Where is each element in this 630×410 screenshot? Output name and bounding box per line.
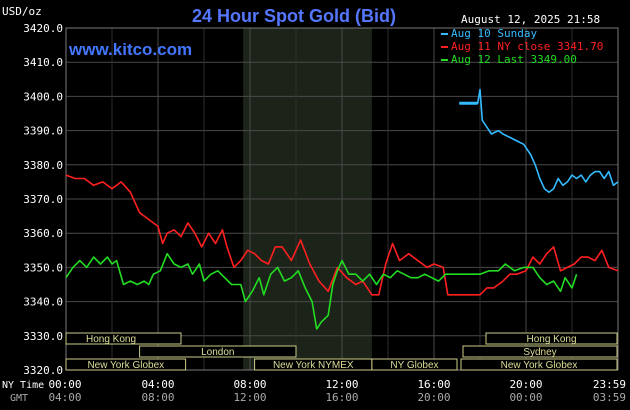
x-tick-label-gmt: 08:00 (141, 391, 174, 404)
session-label: London (201, 347, 234, 358)
x-tick-label-ny: 16:00 (417, 378, 450, 391)
session-label: Sydney (523, 347, 556, 358)
chart-title: 24 Hour Spot Gold (Bid) (192, 6, 396, 26)
series-lines (65, 88, 619, 330)
series-line-0 (459, 88, 619, 193)
session-label: Hong Kong (526, 334, 576, 345)
session-bar (65, 358, 187, 371)
legend-entry: Aug 12 Last 3349.00 (451, 53, 577, 66)
x-tick-labels: 00:0004:0004:0008:0008:0012:0012:0016:00… (48, 378, 626, 404)
series-line-2 (65, 252, 578, 330)
chart-timestamp: August 12, 2025 21:58 (461, 13, 600, 26)
site-watermark: www.kitco.com (68, 40, 192, 59)
y-tick-label: 3370.0 (23, 193, 63, 206)
x-tick-label-gmt: 16:00 (325, 391, 358, 404)
x-tick-label-gmt: 00:00 (509, 391, 542, 404)
legend-entry: Aug 11 NY close 3341.70 (451, 40, 603, 53)
x-tick-label-gmt: 20:00 (417, 391, 450, 404)
x-tick-label-ny: 08:00 (233, 378, 266, 391)
session-bar (139, 345, 297, 358)
y-tick-label: 3350.0 (23, 261, 63, 274)
y-tick-label: 3390.0 (23, 125, 63, 138)
session-bar (371, 358, 458, 371)
x-tick-label-ny: 04:00 (141, 378, 174, 391)
session-label: New York Globex (87, 360, 164, 371)
series-line-1 (65, 174, 619, 296)
session-label: NY Globex (390, 360, 438, 371)
session-bar (460, 358, 618, 371)
x-tick-label-ny: 12:00 (325, 378, 358, 391)
session-bars: Hong Kong London New York Globex New York N… (65, 332, 618, 371)
x-tick-label-gmt: 03:59 (593, 391, 626, 404)
x-tick-label-ny: 00:00 (48, 378, 81, 391)
x-tick-label-ny: 20:00 (509, 378, 542, 391)
x-tick-label-gmt: 04:00 (48, 391, 81, 404)
y-tick-label: 3330.0 (23, 330, 63, 343)
y-unit-label: USD/oz (2, 5, 42, 18)
x-row-label-gmt: GMT (10, 393, 28, 404)
x-row-label-ny: NY Time (2, 380, 44, 391)
session-bar (462, 345, 618, 358)
y-tick-label: 3400.0 (23, 90, 63, 103)
session-bar (65, 332, 182, 345)
y-tick-label: 3420.0 (23, 22, 63, 35)
y-tick-label: 3410.0 (23, 56, 63, 69)
y-tick-label: 3320.0 (23, 364, 63, 377)
legend-entry: Aug 10 Sunday (451, 27, 537, 40)
x-tick-label-gmt: 12:00 (233, 391, 266, 404)
y-tick-label: 3380.0 (23, 159, 63, 172)
session-bar (485, 332, 618, 345)
y-tick-label: 3360.0 (23, 227, 63, 240)
y-tick-labels: 3420.0 3410.0 3400.0 3390.0 3380.0 3370.0 3360… (23, 22, 63, 377)
y-tick-label: 3340.0 (23, 296, 63, 309)
session-label: New York NYMEX (273, 360, 354, 371)
session-label: New York Globex (501, 360, 578, 371)
x-tick-label-ny: 23:59 (593, 378, 626, 391)
session-label: Hong Kong (86, 334, 136, 345)
